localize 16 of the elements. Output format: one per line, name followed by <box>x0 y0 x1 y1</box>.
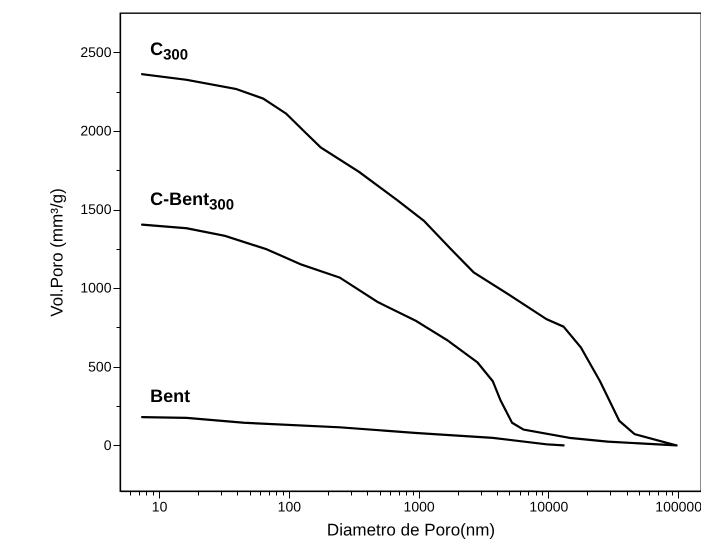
x-tick-label: 1000 <box>404 498 435 514</box>
y-tick-label: 1000 <box>80 280 112 296</box>
y-tick-label: 2500 <box>80 44 112 60</box>
series-label: Bent <box>150 386 190 406</box>
y-tick-label: 500 <box>88 358 112 374</box>
series-label: C-Bent$_{300}$ <box>150 189 234 214</box>
y-tick-label: 2000 <box>80 122 112 138</box>
x-tick-label: 100000 <box>655 498 702 514</box>
y-axis-title: Vol.Poro (mm³/g) <box>47 188 66 317</box>
x-axis-title: Diametro de Poro(nm) <box>326 520 496 540</box>
y-tick-label: 0 <box>104 436 112 453</box>
x-tick-label: 100 <box>278 498 302 514</box>
x-tick-label: 10 <box>152 498 168 514</box>
series-label: C$_{300}$ <box>150 38 188 64</box>
y-tick-label: 1500 <box>80 201 112 218</box>
x-tick-label: 10000 <box>529 498 569 514</box>
